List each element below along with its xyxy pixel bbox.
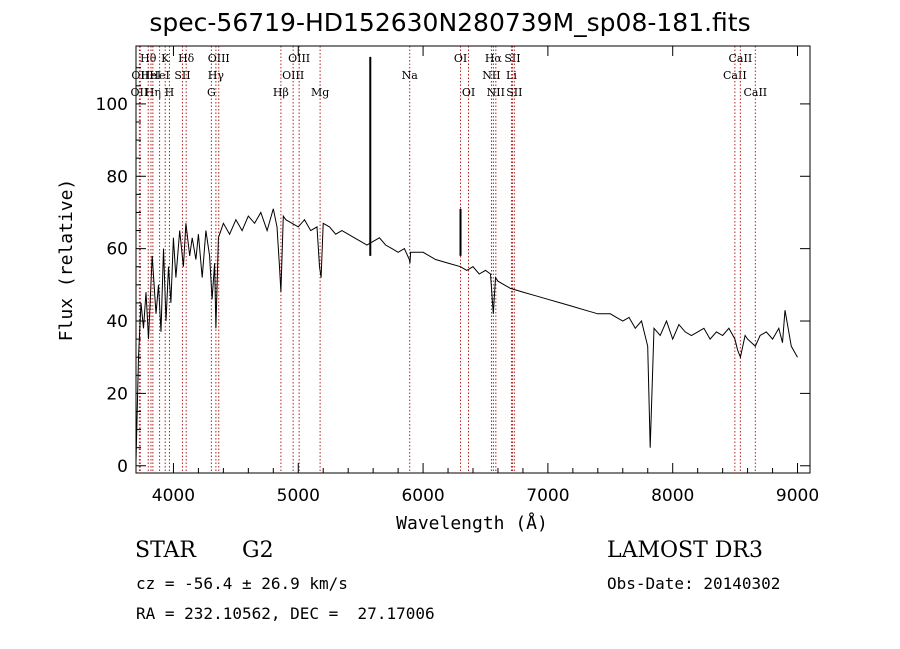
- axis-ticks: 4000 5000 6000 7000 8000 9000 0 20 40 60 80 100: [96, 46, 819, 506]
- line-label: CaII: [723, 69, 747, 82]
- line-label: H: [165, 86, 175, 99]
- line-label: OII: [131, 86, 149, 99]
- object-class: STAR: [135, 538, 196, 563]
- coordinates: RA = 232.10562, DEC = 27.17006: [136, 604, 435, 623]
- line-label: CaII: [729, 52, 753, 65]
- line-label: K: [161, 52, 170, 65]
- line-label: SII: [506, 86, 522, 99]
- line-label: Hη: [145, 86, 161, 99]
- spectrum-line: [135, 208, 798, 463]
- x-tick-label: 5000: [277, 486, 320, 506]
- line-label: NII: [487, 86, 505, 99]
- x-tick-label: 8000: [651, 486, 694, 506]
- line-label: HeI: [149, 69, 169, 82]
- x-tick-label: 9000: [776, 486, 819, 506]
- line-label: CaII: [743, 86, 767, 99]
- line-label: Mg: [311, 86, 329, 99]
- y-tick-label: 40: [106, 312, 128, 332]
- line-label: Hγ: [208, 69, 225, 82]
- line-label: Li: [506, 69, 517, 82]
- plot-frame: [135, 45, 811, 474]
- line-label: G: [207, 86, 216, 99]
- y-axis-label: Flux (relative): [56, 179, 77, 342]
- y-tick-label: 100: [96, 95, 128, 115]
- line-label: Hδ: [178, 52, 195, 65]
- y-tick-label: 60: [106, 240, 128, 260]
- redshift-line: cz = -56.4 ± 26.9 km/s: [136, 574, 348, 593]
- line-label: Hα: [485, 52, 503, 65]
- obs-date: Obs-Date: 20140302: [607, 574, 781, 593]
- line-label: HeI: [141, 69, 161, 82]
- line-label: OIII: [208, 52, 230, 65]
- line-label: OIII: [282, 69, 304, 82]
- x-axis-label: Wavelength (Å): [396, 512, 548, 534]
- y-tick-label: 0: [117, 457, 128, 477]
- line-label: SII: [174, 69, 190, 82]
- object-subclass: G2: [242, 538, 274, 563]
- line-label: SII: [504, 52, 520, 65]
- survey-label: LAMOST DR3: [607, 538, 763, 563]
- line-label: Na: [402, 69, 419, 82]
- x-tick-label: 6000: [401, 486, 444, 506]
- line-label: OIII: [288, 52, 310, 65]
- line-label: OI: [454, 52, 467, 65]
- y-tick-label: 80: [106, 167, 128, 187]
- x-tick-label: 7000: [526, 486, 569, 506]
- chart-title: spec-56719-HD152630N280739M_sp08-181.fit…: [149, 8, 751, 37]
- line-label: Hθ: [140, 52, 157, 65]
- x-tick-label: 4000: [152, 486, 195, 506]
- y-tick-label: 20: [106, 384, 128, 404]
- line-markers: OIIOIIHθHeIHηHeIKHSIIHδGHγOIIIHβOIIIOIII…: [131, 46, 767, 473]
- line-label: NII: [482, 69, 500, 82]
- line-label: Hβ: [273, 86, 289, 99]
- line-label: OI: [462, 86, 475, 99]
- series-layer: [135, 56, 798, 463]
